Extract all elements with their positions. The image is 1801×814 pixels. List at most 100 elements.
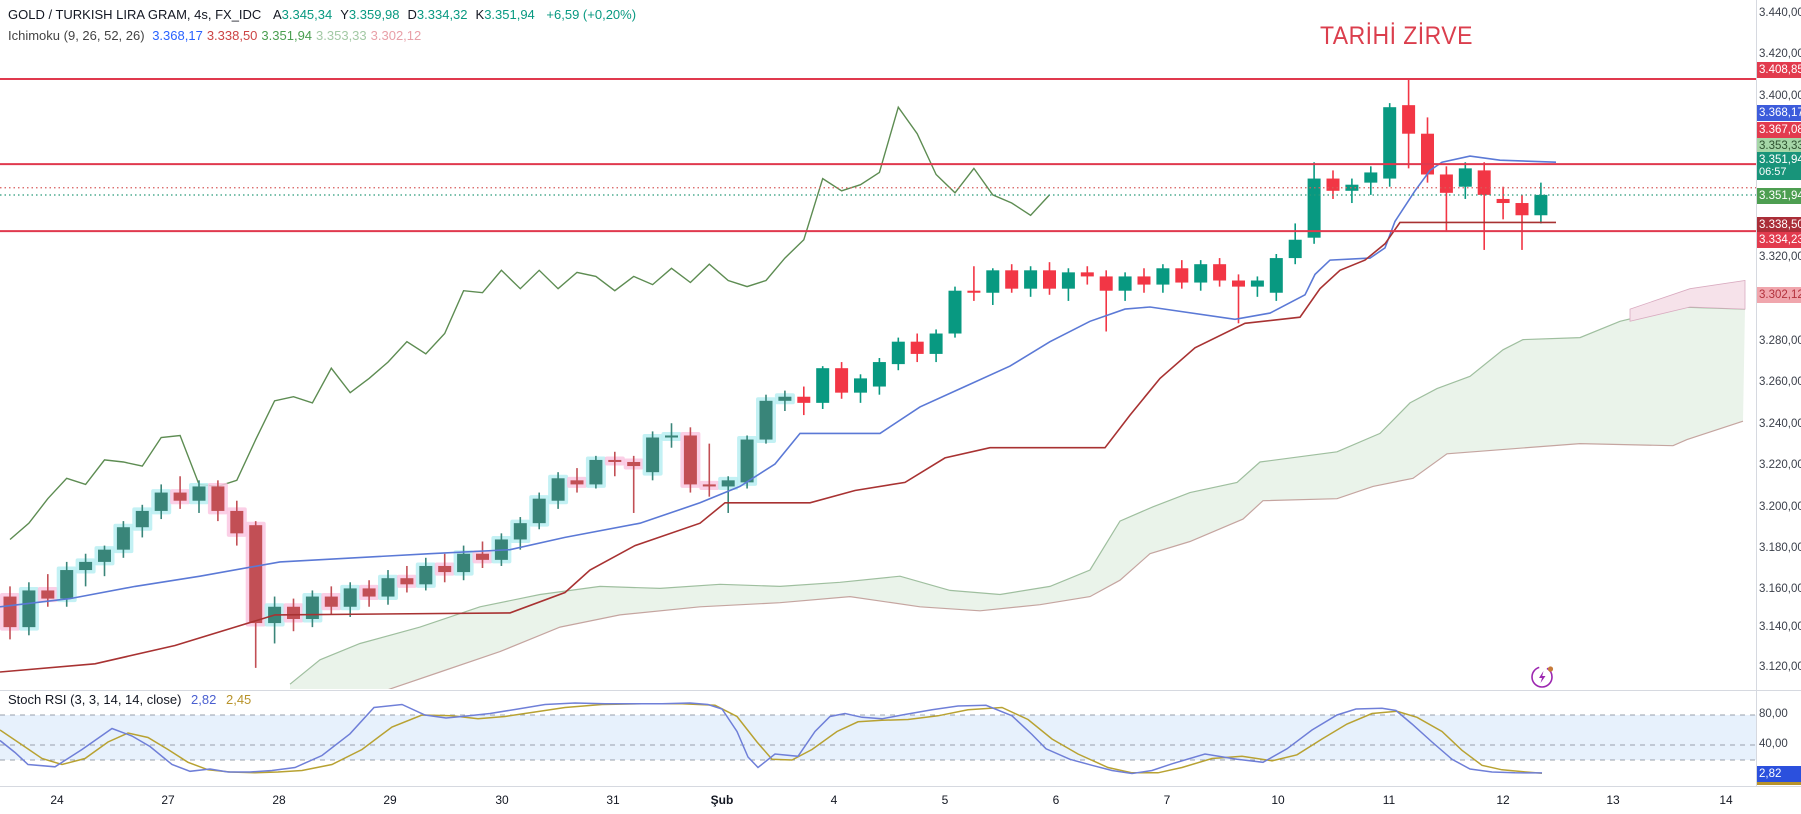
candle-body[interactable] [967,290,981,293]
lightning-quick-trade-button[interactable] [1529,663,1556,690]
candle-body[interactable] [1005,270,1019,289]
time-axis-tick: 7 [1163,793,1171,807]
candle-body[interactable] [1364,172,1378,183]
candle-body[interactable] [1326,178,1340,191]
candle-body[interactable] [249,525,263,624]
candle-body[interactable] [1307,178,1321,238]
candle-body[interactable] [1118,276,1132,291]
candle-body[interactable] [1269,258,1283,293]
symbol-ohlc-row[interactable]: GOLD / TURKISH LIRA GRAM, 4s, FX_IDC A3.… [8,4,636,25]
candle-body[interactable] [343,588,357,607]
candle-body[interactable] [1099,276,1113,291]
pane-separator[interactable] [0,690,1801,691]
candle-body[interactable] [324,596,338,607]
candle-body[interactable] [627,461,641,467]
candle-body[interactable] [1194,264,1208,283]
price-axis-label: 3.320,00 [1759,251,1801,263]
candle-body[interactable] [1534,194,1548,216]
candle-body[interactable] [154,492,168,511]
candle-body[interactable] [721,480,735,487]
candle-body[interactable] [759,400,773,440]
candle-body[interactable] [3,596,17,628]
price-axis-label: 3.260,00 [1759,376,1801,388]
candle-body[interactable] [570,480,584,485]
time-axis-tick: 6 [1052,793,1060,807]
text-annotation-tarihi-zirve[interactable]: TARİHİ ZİRVE [1320,22,1473,50]
candle-body[interactable] [1458,168,1472,187]
candle-body[interactable] [381,578,395,597]
candle-body[interactable] [287,606,300,619]
candle-body[interactable] [79,561,93,571]
candle-body[interactable] [910,341,924,354]
candle-body[interactable] [665,435,678,438]
price-axis-label: 3.120,00 [1759,661,1801,673]
candle-body[interactable] [513,523,527,540]
candle-body[interactable] [551,478,565,501]
candle-body[interactable] [60,570,74,599]
candle-body[interactable] [1213,264,1227,281]
candle-body[interactable] [702,484,716,487]
candle-body[interactable] [1288,239,1302,259]
candle-body[interactable] [1515,203,1529,216]
candle-body[interactable] [1024,270,1038,289]
candle-body[interactable] [98,549,111,562]
candle-body[interactable] [835,368,849,393]
ichimoku-row[interactable]: Ichimoku (9, 26, 52, 26) 3.368,17 3.338,5… [8,25,636,46]
price-axis-label: 3.240,00 [1759,418,1801,430]
candle-body[interactable] [230,510,244,534]
candle-body[interactable] [1061,272,1075,289]
candle-body[interactable] [1137,276,1151,285]
candle-body[interactable] [362,588,376,597]
candle-body[interactable] [740,439,754,483]
candle-body[interactable] [135,510,149,528]
candle-body[interactable] [1043,270,1056,289]
candle-body[interactable] [1345,184,1359,191]
candle-body[interactable] [438,565,452,573]
candle-body[interactable] [457,553,471,573]
candle-body[interactable] [532,498,546,524]
candle-body[interactable] [1439,174,1453,193]
candle-body[interactable] [1175,268,1189,283]
candle-body[interactable] [797,396,811,403]
candle-body[interactable] [419,565,433,585]
candle-body[interactable] [872,362,886,387]
candle-body[interactable] [929,333,943,354]
candle-body[interactable] [1477,170,1491,195]
candle-body[interactable] [1232,280,1245,287]
candle-body[interactable] [211,486,225,511]
candle-body[interactable] [305,596,319,619]
candle-body[interactable] [1402,105,1416,134]
candle-body[interactable] [816,368,830,403]
candle-body[interactable] [1156,268,1170,285]
candle-body[interactable] [1250,280,1264,287]
candle-body[interactable] [589,459,603,485]
stoch-rsi-legend[interactable]: Stoch RSI (3, 3, 14, 14, close) 2,82 2,4… [8,692,251,707]
candle-body[interactable] [41,590,55,599]
candle-body[interactable] [683,435,697,485]
candle-body[interactable] [1496,198,1510,204]
candle-body[interactable] [400,578,414,585]
candle-body[interactable] [948,290,962,334]
time-axis[interactable]: 24 27 28 29 30 31 Şub 4 5 6 7 10 11 12 13 14 [0,787,1801,814]
lagging-span-line [9,105,1051,541]
candle-body[interactable] [986,270,1000,293]
candle-body[interactable] [1080,272,1094,277]
ohlc-values: A3.345,34 Y3.359,98 D3.334,32 K3.351,94 [265,7,535,22]
conversion-line [0,155,1557,608]
price-axis[interactable]: 3.440,00 3.420,00 3.400,00 3.320,00 3.280,00… [1757,0,1801,786]
candle-body[interactable] [173,492,187,501]
stoch-d-line [0,703,1543,774]
candle-body[interactable] [192,486,206,501]
candle-body[interactable] [608,459,622,462]
candle-body[interactable] [778,396,792,401]
candle-body[interactable] [476,553,489,560]
bearish-cloud-wedge [1629,280,1746,322]
candle-body[interactable] [646,437,660,473]
candle-body[interactable] [1383,107,1397,179]
candle-body[interactable] [116,527,130,550]
candle-body[interactable] [854,378,867,393]
candle-body[interactable] [22,590,36,628]
candle-body[interactable] [891,341,905,365]
time-axis-tick: 13 [1606,793,1620,807]
